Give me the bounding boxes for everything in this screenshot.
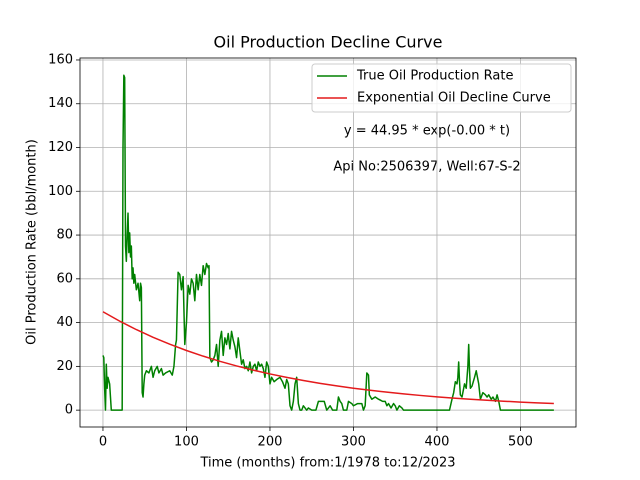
legend-box xyxy=(311,63,572,113)
x-axis-label: Time (months) from:1/1978 to:12/2023 xyxy=(199,456,455,471)
y-tick-label: 140 xyxy=(48,96,73,111)
y-tick-label: 160 xyxy=(48,52,73,67)
data-line xyxy=(102,74,554,411)
x-tick-label: 100 xyxy=(174,435,199,450)
data-line xyxy=(102,311,554,405)
y-tick-label: 0 xyxy=(65,403,73,418)
x-tick-label: 0 xyxy=(99,435,107,450)
y-axis-label: Oil Production Rate (bbl/month) xyxy=(25,139,40,345)
x-tick-label: 200 xyxy=(258,435,283,450)
y-tick-label: 120 xyxy=(48,140,73,155)
legend-label: Exponential Oil Decline Curve xyxy=(357,91,551,106)
x-tick-label: 300 xyxy=(341,435,366,450)
well-annotation: Api No:2506397, Well:67-S-2 xyxy=(333,160,520,175)
legend-label: True Oil Production Rate xyxy=(356,69,513,84)
x-tick-label: 500 xyxy=(508,435,533,450)
y-tick-label: 80 xyxy=(56,228,73,243)
y-tick-label: 100 xyxy=(48,184,73,199)
y-tick-label: 20 xyxy=(56,359,73,374)
chart-title: Oil Production Decline Curve xyxy=(214,33,443,52)
x-tick-label: 400 xyxy=(425,435,450,450)
y-tick-label: 60 xyxy=(56,271,73,286)
equation-annotation: y = 44.95 * exp(-0.00 * t) xyxy=(344,124,510,139)
y-tick-label: 40 xyxy=(56,315,73,330)
plot-frame xyxy=(79,57,577,428)
